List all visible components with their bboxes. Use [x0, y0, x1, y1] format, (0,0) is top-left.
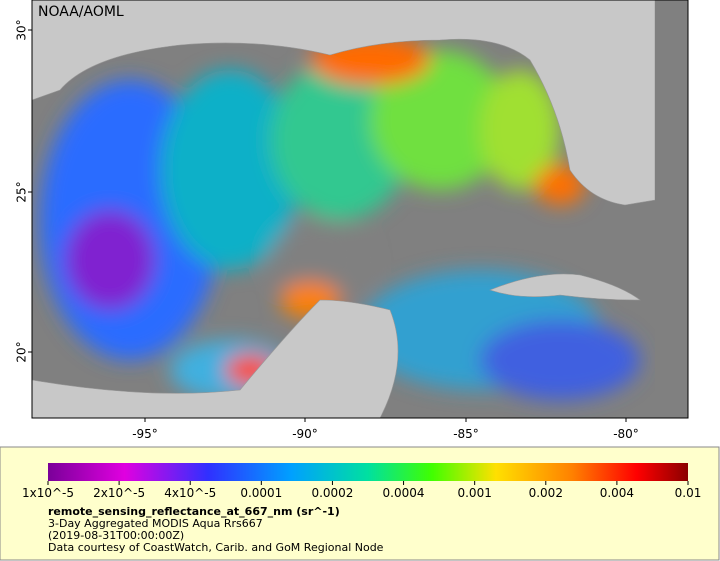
colorbar-label: 0.004: [600, 486, 634, 500]
colorbar-label: 0.0004: [383, 486, 425, 500]
legend-title: remote_sensing_reflectance_at_667_nm (sr…: [48, 505, 340, 518]
lat-tick-label: 20°: [15, 341, 29, 362]
legend-line: 3-Day Aggregated MODIS Aqua Rrs667: [48, 517, 263, 530]
colorbar-label: 1x10^-5: [22, 486, 74, 500]
colorbar-label: 0.001: [457, 486, 491, 500]
lon-tick-label: -85°: [453, 427, 479, 441]
colorbar: [48, 463, 688, 481]
legend-line: Data courtesy of CoastWatch, Carib. and …: [48, 541, 384, 554]
colorbar-label: 0.01: [675, 486, 702, 500]
lon-tick-label: -90°: [292, 427, 318, 441]
colorbar-label: 0.0002: [311, 486, 353, 500]
map: NOAA/AOML: [31, 0, 689, 419]
colorbar-label: 4x10^-5: [164, 486, 216, 500]
colorbar-label: 0.002: [529, 486, 563, 500]
colorbar-label: 2x10^-5: [93, 486, 145, 500]
lon-tick-label: -80°: [613, 427, 639, 441]
lon-tick-label: -95°: [132, 427, 158, 441]
land: [31, 0, 688, 419]
legend-line: (2019-08-31T00:00:00Z): [48, 529, 184, 542]
colorbar-label: 0.0001: [240, 486, 282, 500]
credit: NOAA/AOML: [38, 4, 124, 20]
lat-tick-label: 25°: [15, 181, 29, 202]
map-frame: [31, 0, 689, 419]
lat-tick-label: 30°: [15, 19, 29, 40]
